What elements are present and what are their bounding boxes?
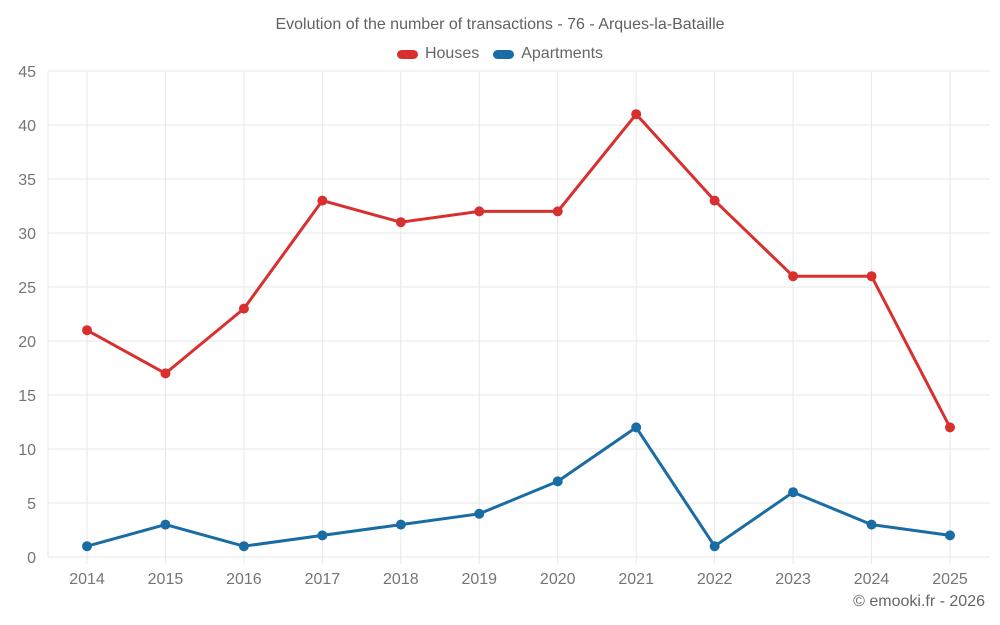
y-axis-tick-label: 30 — [18, 226, 36, 243]
x-axis-tick-label: 2016 — [226, 571, 262, 588]
x-axis-tick-label: 2018 — [383, 571, 419, 588]
y-axis-tick-label: 25 — [18, 280, 36, 297]
legend-item-apartments[interactable]: Apartments — [493, 45, 603, 63]
apartments-series-line — [85, 425, 952, 548]
houses-series-swatch — [396, 49, 418, 59]
y-axis-tick-label: 35 — [18, 172, 36, 189]
chart-title: Evolution of the number of transactions … — [275, 16, 725, 33]
x-axis-tick-label: 2014 — [69, 571, 105, 588]
legend-label-houses: Houses — [424, 45, 480, 62]
apartments-series-swatch — [493, 49, 515, 59]
apartments-data-point — [474, 508, 485, 519]
legend-label-apartments: Apartments — [521, 45, 604, 62]
legend-item-houses[interactable]: Houses — [396, 45, 480, 63]
y-axis-tick-label: 15 — [18, 388, 36, 405]
apartments-data-point — [317, 530, 328, 541]
houses-data-point — [317, 195, 328, 206]
houses-data-point — [82, 325, 92, 336]
houses-data-point — [788, 271, 799, 282]
x-axis-tick-label: 2025 — [932, 571, 968, 588]
apartments-data-point — [945, 530, 955, 541]
houses-data-point — [866, 271, 877, 282]
apartments-data-point — [160, 519, 171, 530]
legend: Houses Apartments — [0, 45, 1000, 63]
x-axis-tick-label: 2021 — [618, 571, 654, 588]
houses-data-point — [945, 422, 955, 433]
x-axis-tick-label: 2019 — [461, 571, 497, 588]
apartments-data-point — [866, 519, 877, 530]
houses-data-point — [474, 206, 485, 217]
y-axis-tick-label: 40 — [18, 118, 36, 135]
houses-data-point — [395, 217, 406, 228]
apartments-data-point — [709, 541, 720, 552]
houses-data-point — [709, 195, 720, 206]
apartments-data-point — [82, 541, 92, 552]
x-axis-tick-label: 2017 — [305, 571, 341, 588]
apartments-data-point — [395, 519, 406, 530]
houses-series-line — [85, 112, 952, 429]
x-axis-tick-label: 2022 — [697, 571, 733, 588]
copyright-credit: © emooki.fr - 2026 — [853, 593, 985, 610]
houses-data-point — [631, 109, 642, 120]
houses-data-point — [238, 303, 249, 314]
y-axis-tick-label: 10 — [18, 442, 36, 459]
y-axis-tick-label: 5 — [27, 496, 36, 513]
houses-data-point — [160, 368, 171, 379]
y-axis-tick-label: 0 — [27, 550, 36, 567]
x-axis-tick-label: 2024 — [854, 571, 890, 588]
apartments-data-point — [238, 541, 249, 552]
houses-data-point — [552, 206, 563, 217]
apartments-data-point — [631, 422, 642, 433]
x-axis-tick-label: 2015 — [148, 571, 184, 588]
x-axis-tick-label: 2020 — [540, 571, 576, 588]
apartments-data-point — [788, 487, 799, 498]
y-axis-tick-label: 20 — [18, 334, 36, 351]
y-axis-tick-label: 45 — [18, 64, 36, 81]
x-axis-tick-label: 2023 — [775, 571, 811, 588]
apartments-data-point — [552, 476, 563, 487]
